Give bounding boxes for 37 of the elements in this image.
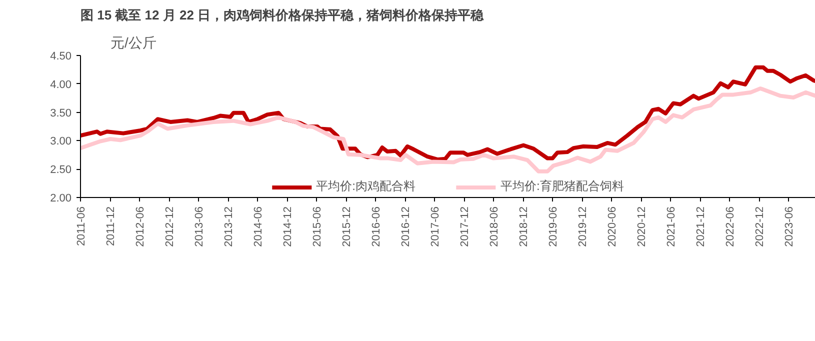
x-tick-label: 2017-06 [430, 206, 442, 247]
x-tick-label: 2021-06 [666, 206, 678, 247]
line-series [80, 65, 815, 162]
x-tick-label: 2013-06 [194, 206, 206, 247]
x-tick-label: 2023-06 [784, 206, 796, 247]
x-tick-label: 2022-12 [754, 206, 766, 247]
y-tick-label: 3.50 [50, 107, 72, 120]
x-tick-label: 2017-12 [459, 206, 472, 247]
x-tick-label: 2019-12 [577, 206, 590, 247]
y-tick-label: 3.00 [50, 136, 72, 148]
x-tick-label: 2013-12 [223, 206, 236, 247]
line-series [80, 86, 815, 174]
x-tick-label: 2019-06 [548, 206, 560, 247]
x-tick-label: 2012-06 [134, 206, 147, 247]
x-tick-label: 2011-12 [105, 206, 118, 246]
y-tick-label: 2.00 [50, 192, 72, 204]
y-axis-title: 元/公斤 [110, 34, 156, 50]
x-tick-label: 2018-12 [518, 206, 530, 247]
chart-title: 图 15 截至 12 月 22 日，肉鸡饲料价格保持平稳，猪饲料价格保持平稳 [80, 8, 485, 22]
x-tick-label: 2011-06 [76, 206, 88, 246]
y-tick-label: 4.00 [50, 78, 72, 91]
x-tick-label: 2018-06 [488, 206, 501, 247]
x-tick-label: 2015-06 [312, 206, 324, 247]
legend-label: 平均价:肉鸡配合料 [316, 178, 416, 195]
legend-label: 平均价:育肥猪配合饲料 [500, 178, 624, 195]
y-tick-label: 4.50 [50, 50, 72, 62]
y-tick-label: 2.50 [50, 164, 72, 176]
x-tick-label: 2016-06 [370, 206, 383, 247]
x-tick-label: 2022-06 [724, 206, 737, 247]
x-tick-label: 2015-12 [341, 206, 354, 247]
x-tick-label: 2020-12 [636, 206, 648, 247]
x-tick-label: 2016-12 [400, 206, 412, 247]
x-tick-label: 2020-06 [606, 206, 619, 247]
x-tick-label: 2021-12 [695, 206, 708, 247]
x-tick-label: 2014-12 [282, 206, 294, 247]
x-tick-label: 2014-06 [252, 206, 265, 247]
x-tick-label: 2012-12 [164, 206, 176, 247]
